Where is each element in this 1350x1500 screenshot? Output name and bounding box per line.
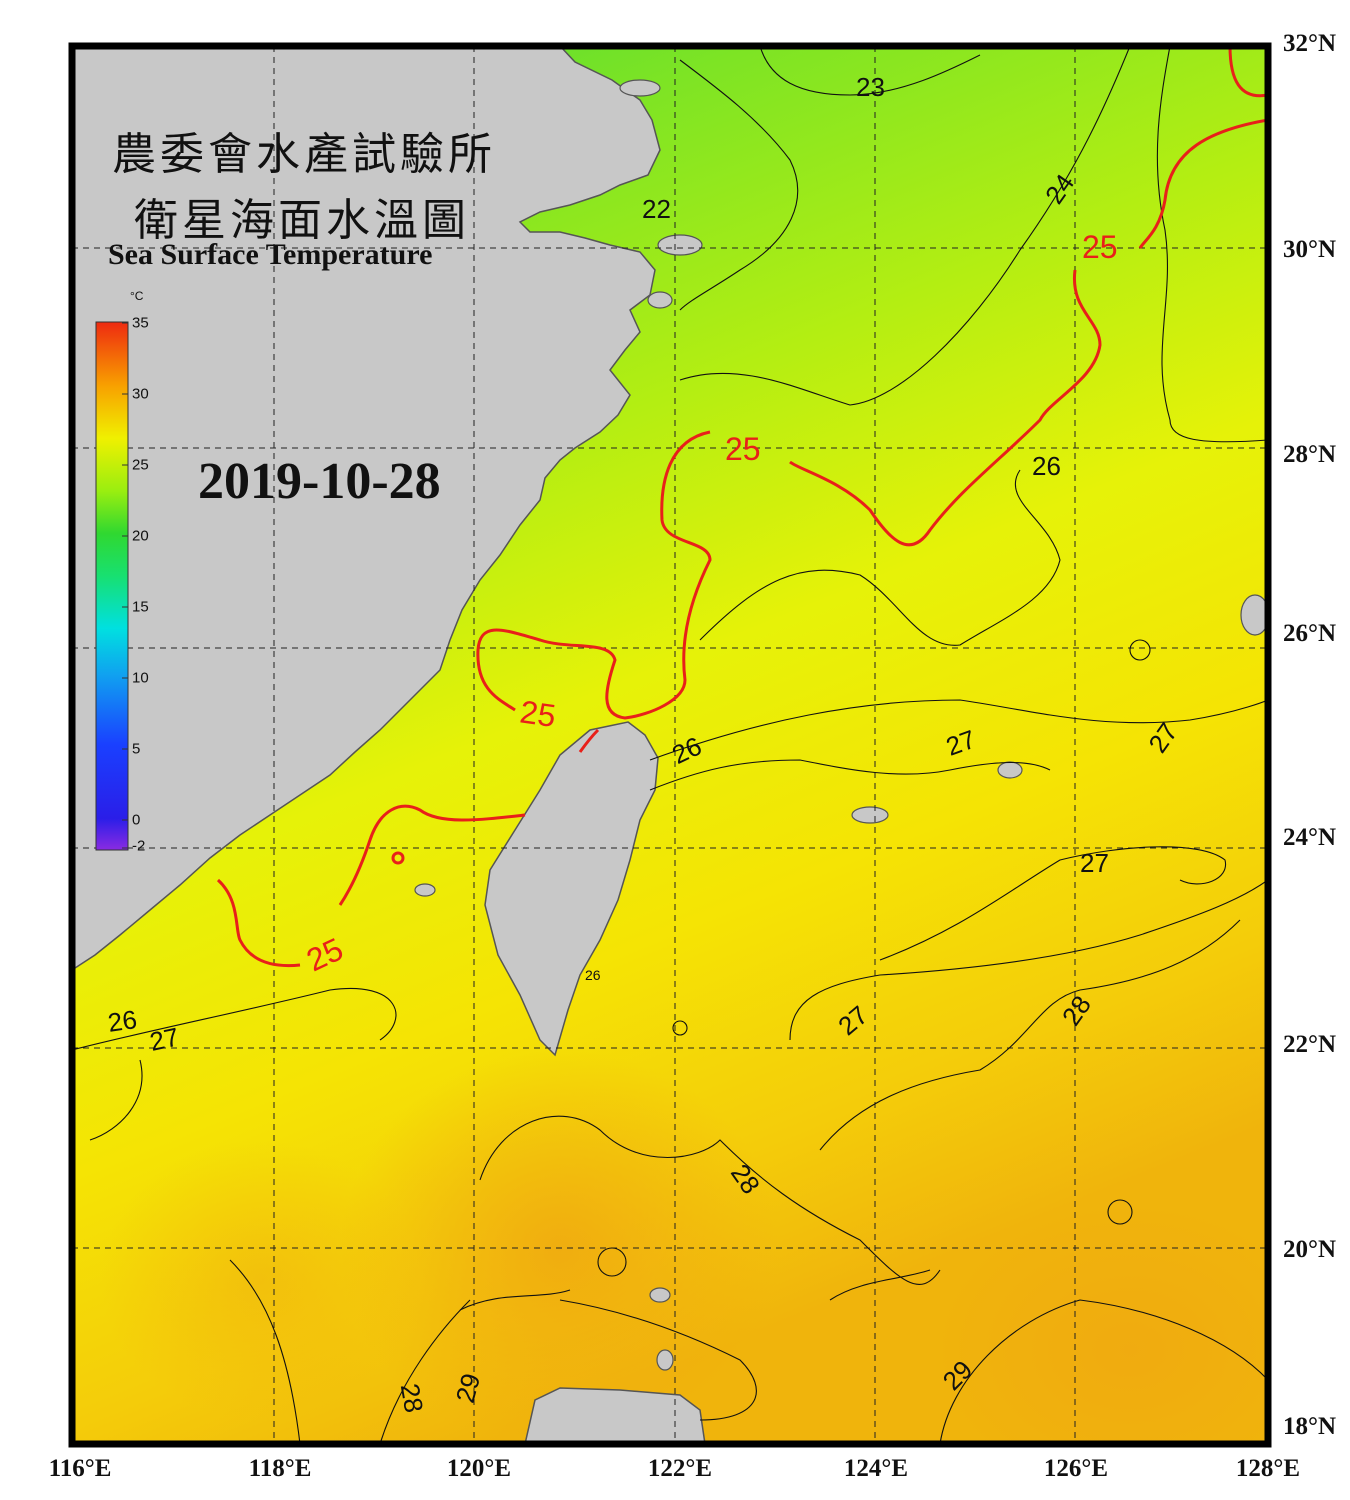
colorbar-tick-label: 0 [132,811,141,829]
lat-label: 22°N [1283,1031,1337,1058]
colorbar-ticks [122,322,128,849]
lat-label: 24°N [1283,824,1337,851]
date-label: 2019-10-28 [198,453,441,510]
lat-label: 18°N [1283,1413,1337,1440]
lon-label: 124°E [843,1455,909,1482]
lon-label: 122°E [647,1455,713,1482]
mainland-china [72,46,661,971]
colorbar-unit: °C [130,289,144,303]
colorbar-tick-label: 35 [132,314,149,332]
lon-label: 118°E [248,1455,312,1482]
lat-label: 20°N [1283,1236,1337,1263]
contour-label: 25 [1082,229,1118,265]
map-frame [68,42,1272,1448]
isotherms [72,46,1268,1444]
lon-label: 128°E [1235,1455,1301,1482]
lat-label: 26°N [1283,620,1337,647]
contour-label: 28 [395,1381,430,1415]
contour-label: 26 [585,967,601,983]
contour-label: 25 [518,693,558,734]
warm-pool [930,1200,1268,1444]
contour-label: 26 [1032,451,1061,481]
lat-label: 32°N [1283,30,1337,57]
contour-label: 22 [642,194,671,224]
map-area [72,46,1268,1444]
contour-label: 25 [725,431,761,467]
colorbar-tick-label: 10 [132,669,149,687]
contour-label: 27 [1080,848,1109,878]
colorbar-tick-label: 5 [132,740,141,758]
islands [414,79,1268,1371]
luzon [524,1387,706,1444]
lat-label: 30°N [1283,236,1337,263]
lat-label: 28°N [1283,441,1337,468]
colorbar-tick-label: -2 [132,837,146,855]
warm-pool [100,1140,420,1420]
lon-label: 120°E [446,1455,512,1482]
colorbar [95,321,129,851]
warm-pool [340,1050,780,1444]
taiwan [484,721,659,1057]
colorbar-tick-label: 20 [132,527,149,545]
contour-label: 26 [106,1004,139,1038]
title-english: Sea Surface Temperature [108,238,433,271]
lon-label: 126°E [1043,1455,1109,1482]
title-chinese-line-2: 衛星海面水溫圖 [134,195,470,246]
contour-label: 23 [856,72,885,102]
colorbar-tick-label: 30 [132,385,149,403]
isotherm-25 [216,46,1268,968]
colorbar-tick-label: 15 [132,598,149,616]
contour-label: 27 [147,1021,182,1056]
title-chinese-line-1: 農委會水產試驗所 [112,129,496,180]
lon-label: 116°E [48,1455,112,1482]
colorbar-tick-label: 25 [132,456,149,474]
